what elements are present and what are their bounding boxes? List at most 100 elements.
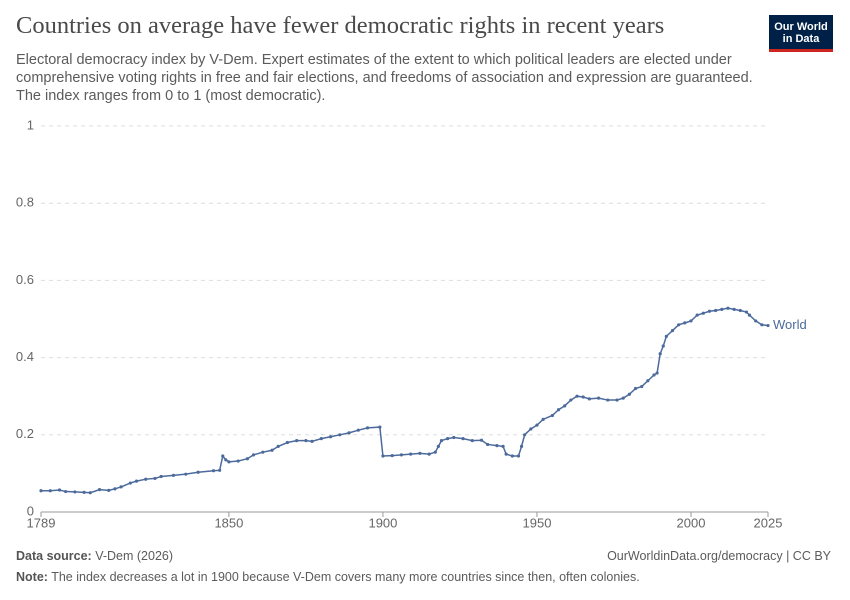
point [196,470,200,474]
point [347,431,351,435]
chart: 0 0.2 0.4 0.6 0.8 1 1789 1850 1900 1950 2000 2025 Wo… [16,117,807,530]
point [88,491,92,495]
point [119,485,123,489]
point [295,438,299,443]
point [304,438,308,443]
point [550,413,554,418]
point [251,453,256,457]
point [563,404,567,408]
point [510,454,514,458]
point [227,460,231,464]
y-tick-label: 0.4 [16,349,34,364]
point [39,489,43,493]
point [732,307,736,311]
point [519,444,524,448]
point [501,444,505,448]
point [615,398,619,402]
point [664,334,668,338]
point [486,442,490,447]
point [461,437,465,441]
point [113,487,117,491]
point [381,454,385,458]
point [470,438,474,443]
point [689,319,693,323]
point [452,435,456,440]
point [581,395,585,399]
point [747,313,752,317]
point [57,488,62,492]
point [661,344,665,348]
point [236,459,240,463]
point [144,477,148,481]
point [409,452,413,456]
point [596,396,601,400]
point [97,488,102,492]
x-tick-label: 1850 [214,515,243,530]
point [569,398,573,402]
point [738,308,742,313]
url[interactable]: OurWorldinData.org/democracy | CC BY [607,549,831,563]
point [726,306,730,310]
x-tick-label: 1789 [27,515,56,530]
point [270,448,274,452]
point [754,319,758,323]
point [541,417,545,421]
point [338,433,342,437]
point [285,440,290,445]
chart-subtitle: Electoral democracy index by V-Dem. Expe… [16,52,753,104]
point [677,323,681,327]
source: Data source: V-Dem (2026) [16,549,173,563]
point [439,438,444,443]
point [82,490,86,494]
point [652,373,656,377]
y-tick-label: 0.8 [16,195,34,210]
point [744,310,749,314]
point [211,469,216,473]
source-label: Data source: [16,549,92,563]
point [261,450,265,454]
x-tick-label: 1900 [368,515,397,530]
point [760,323,764,327]
note-text: The index decreases a lot in 1900 becaus… [51,570,640,584]
point [356,428,360,432]
x-tick-label: 2025 [754,515,783,530]
point [310,439,314,443]
point [427,452,431,456]
point [153,476,157,481]
point [606,398,610,402]
point [587,397,591,401]
note-label: Note: [16,570,48,584]
source-text: V-Dem (2026) [95,549,174,563]
point [446,437,450,441]
point [766,323,770,328]
point [64,489,68,494]
point [245,457,249,461]
y-tick-label: 1 [27,117,34,132]
point [378,425,382,429]
point [171,473,176,477]
y-tick-label: 0.6 [16,272,34,287]
y-tick-label: 0.2 [16,426,34,441]
point [184,472,188,476]
point [627,392,631,396]
series-label: World [773,317,807,332]
point [128,481,132,485]
point [390,454,394,458]
point [633,386,638,391]
point [646,379,650,383]
point [159,474,163,479]
point [640,384,644,389]
point [224,458,228,462]
line [41,307,769,494]
point [218,468,222,472]
point [495,444,499,448]
point [658,352,662,356]
logo[interactable]: Our World in Data [769,15,833,52]
point [701,311,705,315]
point [319,437,323,441]
logo-text: in Data [782,33,820,45]
point [655,371,659,375]
point [575,394,579,398]
point [48,489,52,493]
point [328,435,333,439]
